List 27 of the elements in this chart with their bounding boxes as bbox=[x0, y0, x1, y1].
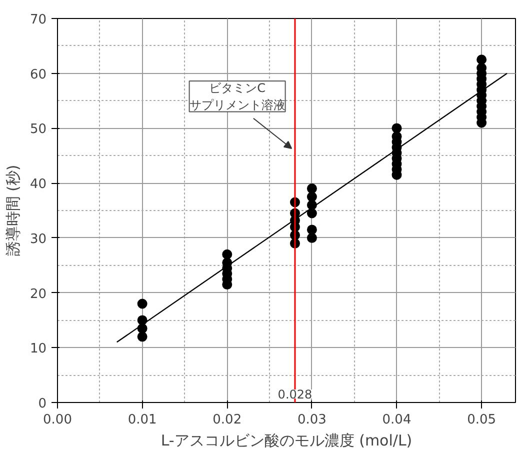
x-tick-label: 0.02 bbox=[212, 412, 242, 428]
point bbox=[137, 332, 148, 342]
y-tick-label: 20 bbox=[30, 286, 47, 302]
x-tick-label: 0.01 bbox=[128, 412, 157, 428]
x-tick-label: 0.03 bbox=[297, 412, 326, 428]
x-tick-label: 0.04 bbox=[382, 412, 412, 428]
annotation: ビタミンC サプリメント溶液 bbox=[189, 80, 286, 112]
point bbox=[306, 184, 317, 194]
x-tick-label: 0.00 bbox=[43, 412, 72, 428]
y-tick-label: 40 bbox=[30, 177, 47, 192]
y-axis-title: 誘導時間 (秒) bbox=[4, 164, 22, 256]
point bbox=[306, 224, 317, 235]
point bbox=[137, 298, 148, 309]
y-tick-label: 10 bbox=[30, 342, 47, 357]
point bbox=[392, 123, 402, 134]
y-tick-label: 30 bbox=[30, 232, 47, 247]
point bbox=[306, 232, 317, 243]
x-tick-label: 0.05 bbox=[467, 412, 496, 428]
point bbox=[476, 54, 487, 65]
y-tick-label: 0 bbox=[38, 396, 47, 412]
x-axis-title: L-アスコルビン酸のモル濃度 (mol/L) bbox=[160, 432, 412, 450]
y-tick-label: 60 bbox=[30, 67, 47, 82]
ref-line-label: 0.028 bbox=[278, 388, 312, 402]
y-tick-label: 50 bbox=[30, 122, 47, 138]
point bbox=[222, 249, 232, 260]
point bbox=[306, 192, 317, 202]
y-tick-label: 70 bbox=[30, 12, 47, 28]
